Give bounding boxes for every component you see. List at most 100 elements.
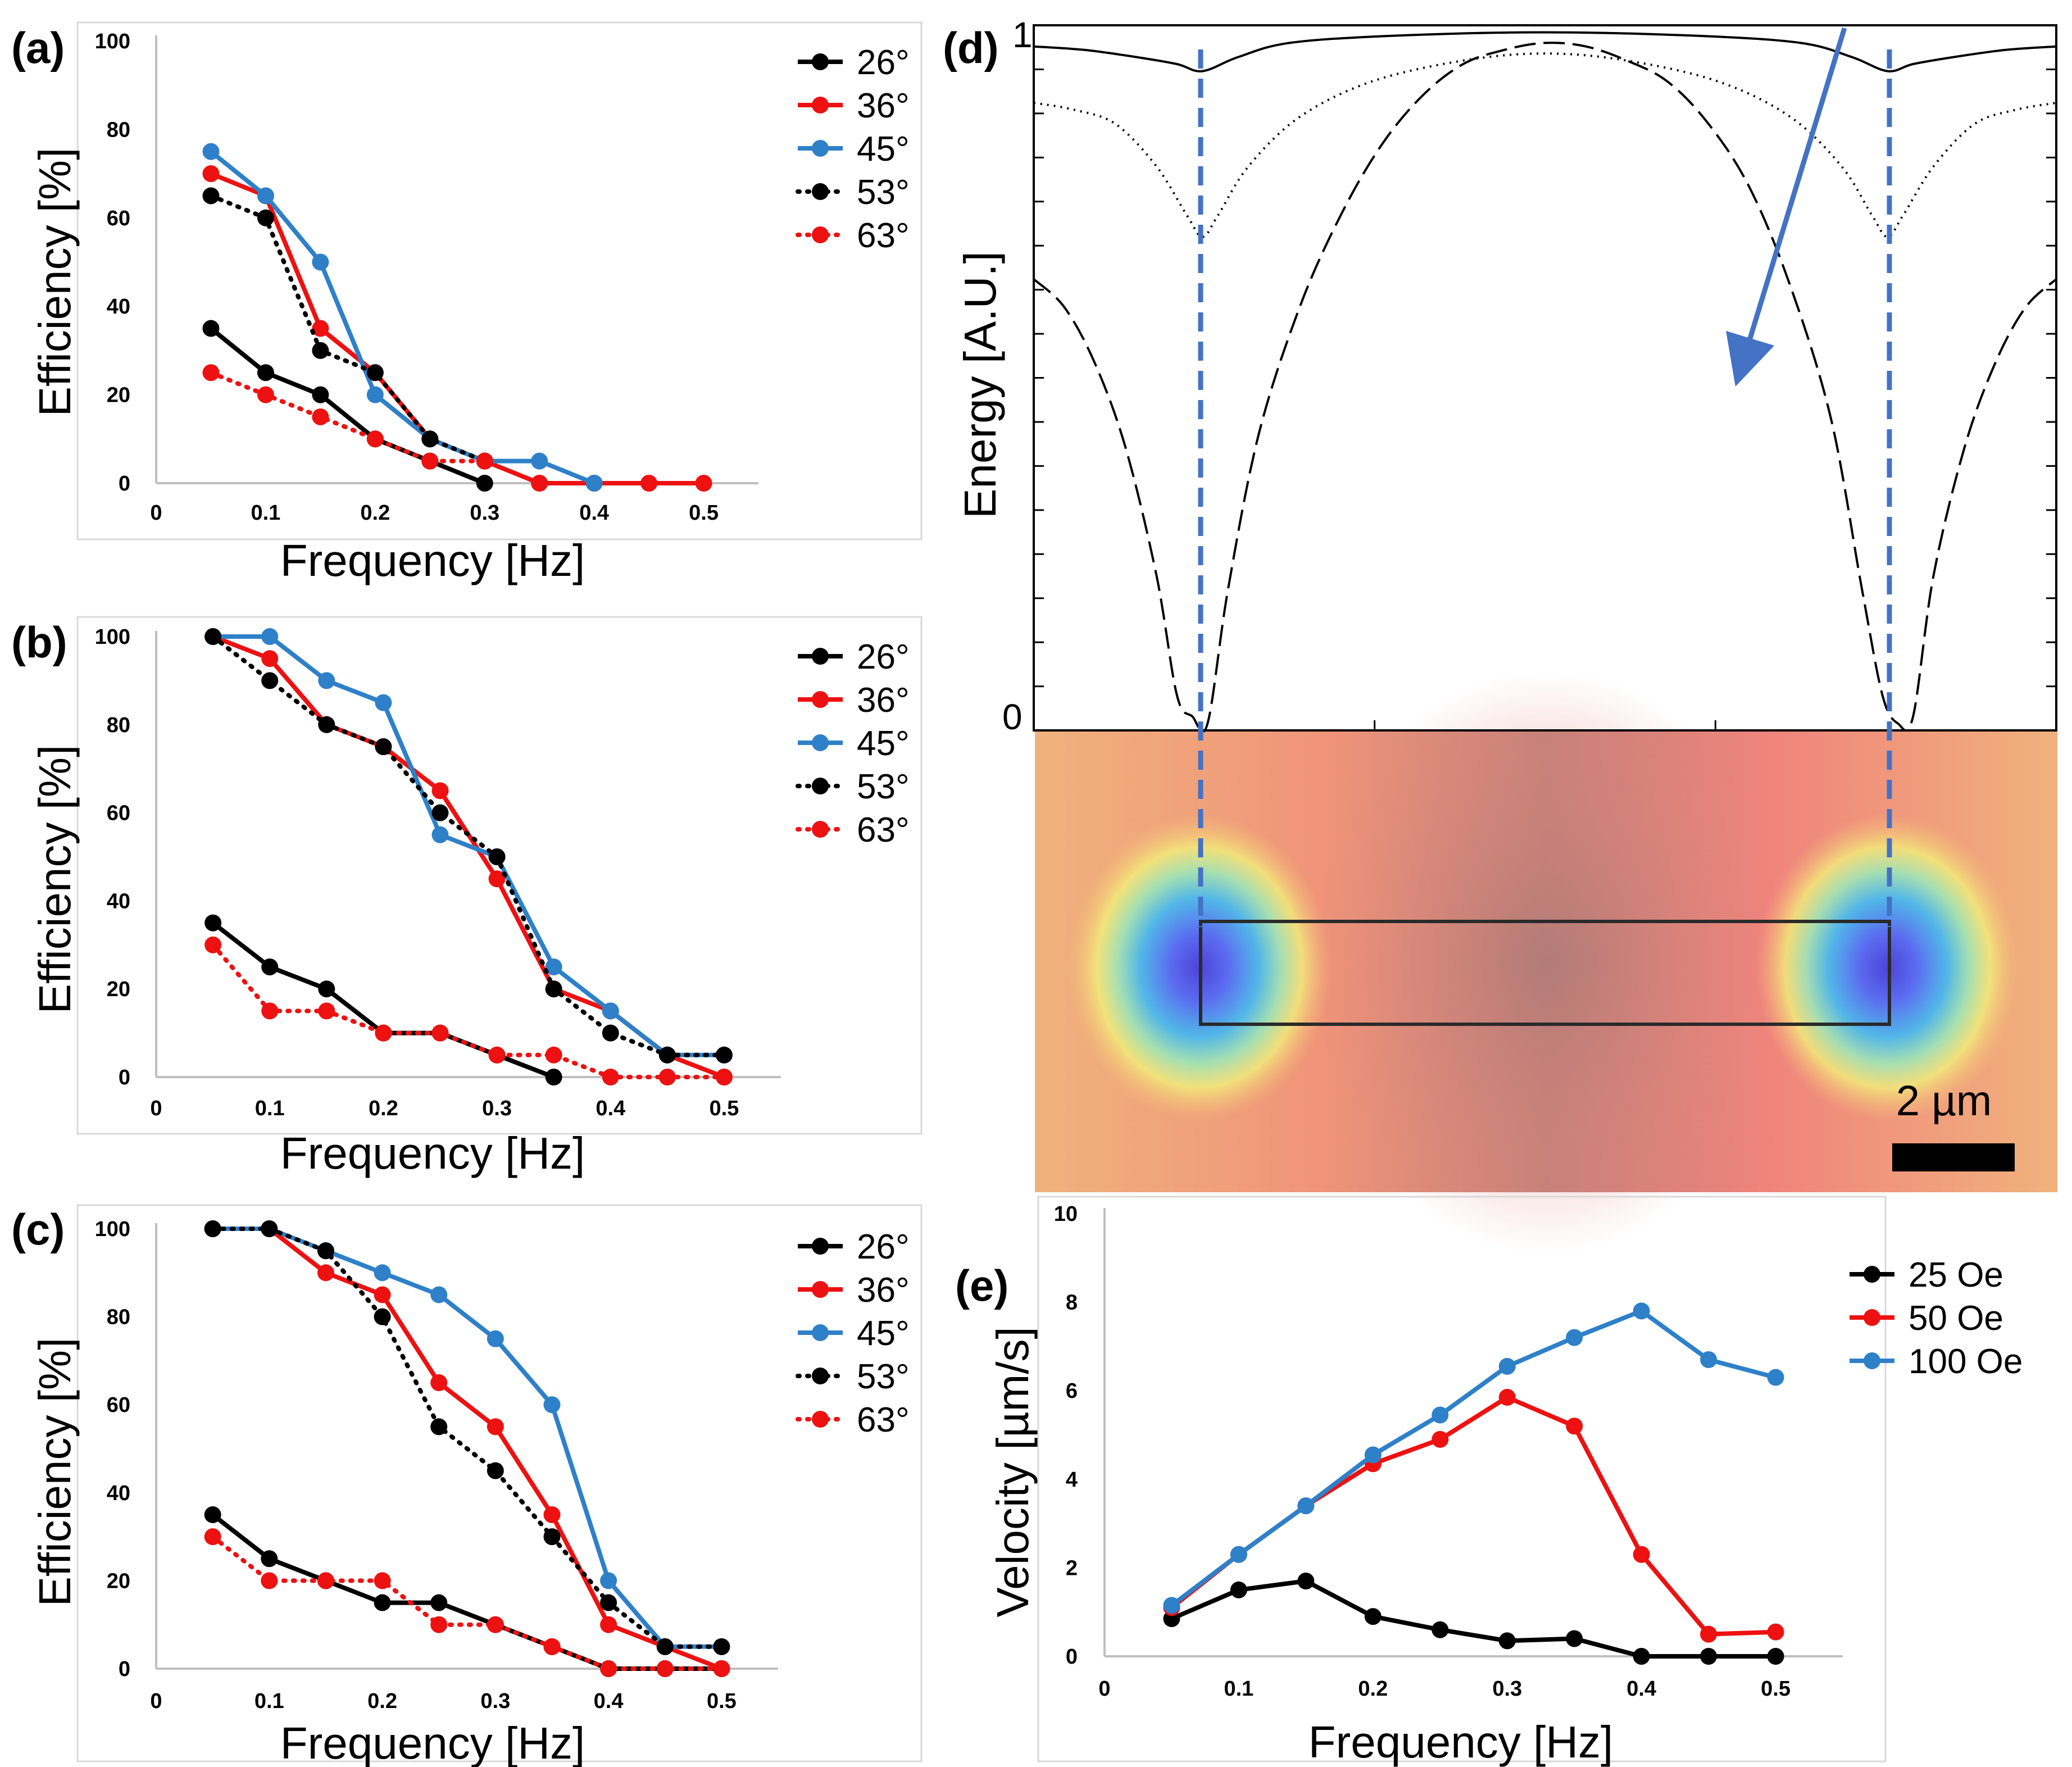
panel-b-series-53-line [211,634,726,1057]
panel-e-x-tick-label: 0.3 [1492,1677,1522,1701]
panel-a-series-26-point [476,475,493,492]
panel-c-series-36-line [212,1227,723,1671]
panel-a-x-tick-label: 0.1 [251,501,280,525]
panel-a-series-63-line [208,370,487,464]
panel-b-series-53-point [431,804,449,821]
panel-e-series-50Oe-legend-marker [1864,1309,1880,1326]
plot-b: 0 0.1 0.2 0.3 0.4 0.5 0 20 40 60 80 100 26° 36° 45° 53°… [95,625,910,1120]
panel-b-series-45-point [431,826,449,843]
panel-c-x-tick-label: 0.3 [480,1689,510,1713]
panel-e-series-25Oe-point [1767,1648,1784,1665]
panel-b-series-63-point [375,1024,392,1042]
field-map: 2 µm [1035,670,2057,1254]
panel-b-series-63-point [715,1069,733,1085]
panel-e-series-25Oe-legend-label: 25 Oe [1909,1256,2003,1294]
panel-c-series-63-point [374,1572,391,1589]
panel-c-series-36-point [487,1418,504,1436]
panel-c-y-tick-label: 80 [107,1306,130,1329]
panel-a-series-26-line [209,326,486,485]
panel-b-series-63-legend-marker [812,821,829,838]
panel-c-series-53-point [600,1594,617,1611]
panel-a-series-63-legend-marker [812,226,829,243]
panel-e-series-50Oe-point [1432,1430,1449,1448]
panel-b-y-tick-label: 20 [107,978,130,1001]
panel-c-series-63-line [210,1534,724,1671]
panel-a-x-tick-label: 0.4 [579,501,609,525]
panel-a-ylabel: Efficiency [%] [30,148,80,417]
panel-d-curve-dotted [1033,52,2057,238]
panel-c-series-45-legend-marker [812,1324,829,1341]
panel-e-series-25Oe-point [1297,1573,1315,1590]
panel-e-series-25Oe-line [1170,1579,1776,1659]
panel-b-x-tick-label: 0 [150,1097,162,1120]
panel-c-series-53-point [317,1242,334,1260]
panel-e-x-tick-label: 0 [1098,1677,1110,1701]
panel-b-x-tick-label: 0.3 [482,1097,512,1120]
panel-d-curve-dashed [1033,42,2057,733]
panel-c-y-tick-label: 0 [119,1657,130,1681]
panel-c-x-tick-label: 0.4 [594,1689,624,1713]
panel-b-series-63-legend-label: 63° [857,811,910,850]
panel-b-x-tick-label: 0.1 [255,1097,285,1120]
panel-b: (b) 0 0.1 0.2 0.3 0.4 0.5 0 20 40 60 80 100 26° 36° 45… [11,616,923,1178]
panel-c-series-63-legend-marker [812,1411,829,1428]
panel-e-series-25Oe-point [1700,1648,1717,1665]
panel-c-y-tick-label: 60 [107,1393,130,1417]
panel-b-series-45-point [375,694,392,711]
panel-c-series-45-point [430,1286,448,1303]
panel-e-series-25Oe-legend-marker [1864,1266,1880,1283]
panel-c-series-26-point [261,1550,278,1568]
panel-a-series-63-point [257,386,274,403]
panel-a-y-tick-label: 80 [107,118,130,142]
panel-b-series-63-point [488,1046,506,1064]
panel-c-series-45-point [374,1264,391,1282]
panel-c-y-tick-label: 100 [95,1218,130,1241]
plot-d [1033,24,2057,733]
panel-b-series-53-point [715,1046,733,1064]
panel-a-frame [76,21,923,540]
panel-b-series-63-point [658,1069,676,1085]
panel-a-series-53-point [312,342,329,359]
panel-e-y-tick-label: 0 [1066,1645,1078,1669]
panel-a-series-53-point [202,187,220,205]
panel-b-series-45-point [318,672,335,689]
panel-c-ylabel: Efficiency [%] [30,1338,80,1607]
panel-c-series-63-point [713,1660,730,1677]
panel-a-x-tick-label: 0.2 [360,501,390,525]
panel-a-x-tick-label: 0 [150,501,162,525]
panel-c-label: (c) [11,1205,65,1254]
panel-e-series-100Oe-point [1364,1446,1382,1464]
panel-e-x-tick-label: 0.4 [1626,1677,1656,1701]
panel-e-series-100Oe-point [1163,1597,1180,1614]
panel-a-series-53-point [257,209,274,226]
panel-b-series-53-point [205,628,222,645]
panel-a-series-26-point [312,386,329,403]
panel-a-series-26-point [257,364,274,381]
panel-e-y-tick-label: 6 [1066,1379,1078,1403]
panel-c-series-53-point [374,1308,391,1325]
panel-c-series-26-point [430,1594,448,1611]
panel-b-y-tick-label: 60 [107,802,130,825]
panel-a-x-tick-label: 0.5 [689,501,719,525]
panel-d-plot-frame [1033,24,2057,732]
panel-a-x-tick-label: 0.3 [470,501,499,525]
panel-b-series-45-point [545,959,562,975]
panel-d-label: (d) [943,23,999,72]
panel-b-series-36-legend-label: 36° [857,681,910,720]
panel-c-series-45-point [487,1330,504,1347]
panel-a-series-45-point [585,475,603,492]
panel-a: (a) 0 0.1 0.2 0.3 0.4 0.5 0 20 40 60 80 100 26° 36° 45… [11,21,923,585]
panel-e-series-50Oe-point [1498,1389,1516,1406]
panel-a-series-45-point [257,187,274,205]
panel-e-series-50Oe-legend-label: 50 Oe [1909,1299,2003,1338]
panel-b-series-26-point [318,980,335,998]
panel-a-xlabel: Frequency [Hz] [280,535,585,585]
panel-a-series-63-point [366,430,384,448]
panel-b-series-45-line [213,634,724,1057]
panel-a-series-45-line [209,149,596,485]
panel-a-y-tick-label: 20 [107,384,130,407]
panel-c-series-63-point [430,1616,448,1633]
panel-a-series-53-legend-marker [812,183,829,200]
panel-b-series-53-point [375,738,392,755]
panel-e-series-100Oe-point [1432,1406,1449,1424]
